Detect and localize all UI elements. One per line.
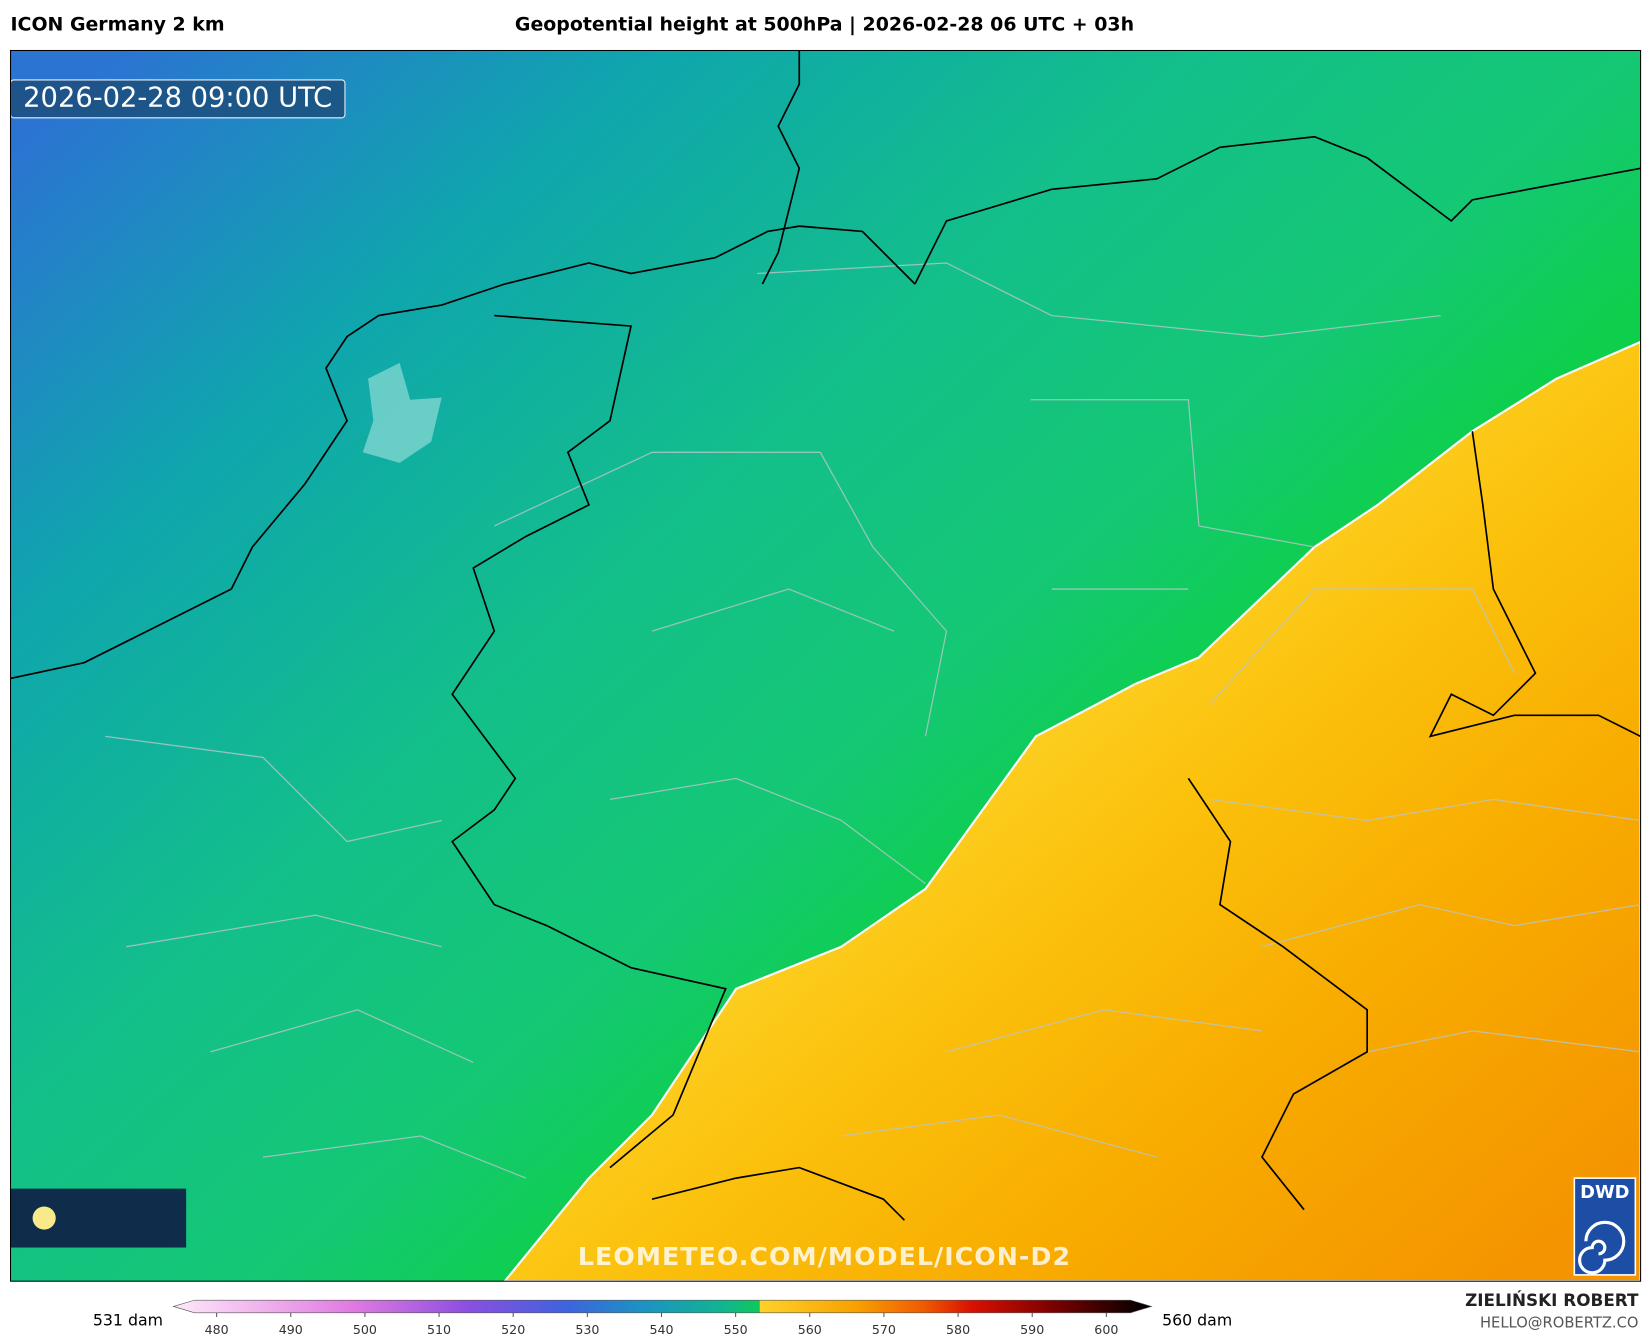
- colorbar-tick-label: 560: [798, 1322, 822, 1337]
- colorbar-tick-label: 480: [205, 1322, 229, 1337]
- contact: HELLO@ROBERTZ.CO: [1480, 1314, 1639, 1331]
- author: ZIELIŃSKI ROBERT: [1465, 1289, 1639, 1310]
- colorbar-scale: [172, 1299, 1153, 1314]
- lake: [362, 362, 442, 463]
- watermark: LEOMETEO.COM/MODEL/ICON-D2: [578, 1242, 1071, 1271]
- colorbar-tick-label: 580: [946, 1322, 970, 1337]
- map-frame: [9, 49, 1642, 1282]
- model-name: ICON Germany 2 km: [11, 14, 225, 36]
- colorbar-tick-label: 490: [279, 1322, 303, 1337]
- map: 2026-02-28 09:00 UTC LEOMETEO.COM/MODEL/…: [9, 49, 1642, 1283]
- colorbar-tick-label: 540: [649, 1322, 673, 1337]
- colorbar: 531 dam 560 dam 480 490 500 510 520 530 540 550…: [93, 1299, 1232, 1337]
- colorbar-tick-label: 550: [724, 1322, 748, 1337]
- coastline-and-borders: [10, 50, 1641, 1221]
- dwd-swirl: [1578, 1220, 1626, 1275]
- map-title: Geopotential height at 500hPa | 2026-02-…: [515, 14, 1134, 36]
- colorbar-tick-label: 600: [1094, 1322, 1118, 1337]
- colorbar-tick-label: 510: [427, 1322, 451, 1337]
- sun-icon: [32, 1206, 56, 1230]
- colorbar-tick-label: 520: [501, 1322, 525, 1337]
- valid-time: 2026-02-28 09:00 UTC: [23, 82, 332, 113]
- colorbar-tick-label: 530: [575, 1322, 599, 1337]
- region-borders: [105, 262, 1641, 1179]
- legend-min: 531 dam: [93, 1311, 163, 1330]
- dwd-logo-text: DWD: [1580, 1182, 1629, 1203]
- warm-field: [502, 340, 1642, 1283]
- colorbar-tick-label: 590: [1020, 1322, 1044, 1337]
- colorbar-tick-label: 500: [353, 1322, 377, 1337]
- legend-max: 560 dam: [1162, 1311, 1232, 1330]
- colorbar-tick-label: 570: [872, 1322, 896, 1337]
